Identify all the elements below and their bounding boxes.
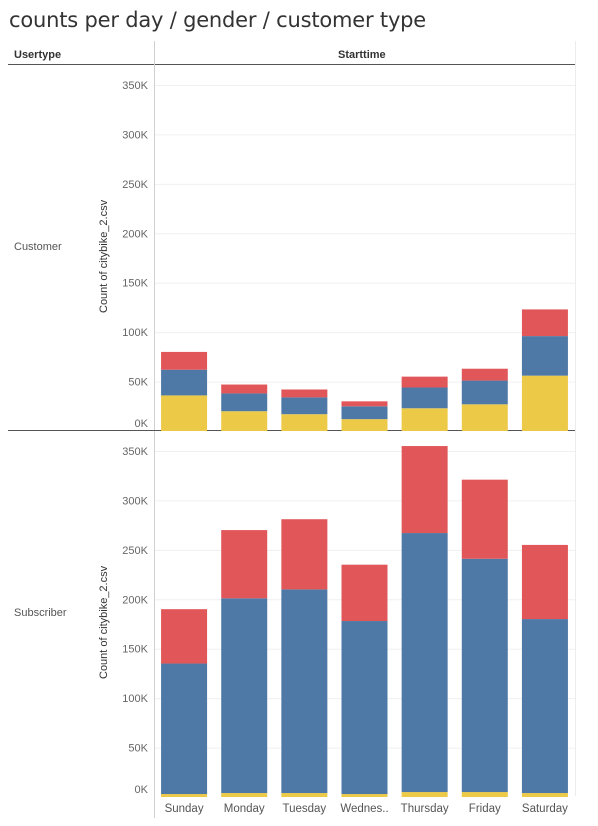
x-tick-label: Wednes.. [340,803,388,815]
bar-segment [401,533,448,793]
y-tick-label: 100K [122,693,148,705]
bar-segment [221,411,268,431]
bar-segment [521,793,568,797]
bar-segment [281,519,328,590]
bar-segment [341,401,388,407]
y-tick-label: 350K [122,80,148,92]
y-tick-label: 300K [122,495,148,507]
bar-segment [461,479,508,559]
y-tick-label: 50K [128,743,148,755]
bar-segment [161,794,208,797]
bar-segment [521,544,568,620]
bar-segment [281,397,328,415]
bar-segment [161,663,208,795]
bar-segment [521,309,568,337]
row-label-customer: Customer [14,241,62,253]
y-tick-label: 350K [122,446,148,458]
bar-segment [341,406,388,420]
bar-segment [281,414,328,431]
bar-segment [281,793,328,797]
bar-segment [221,530,268,599]
y-tick-label: 200K [122,594,148,606]
bar-segment [341,621,388,795]
chart-title: counts per day / gender / customer type [9,8,427,32]
bar-segment [161,395,208,431]
bar-segment [461,558,508,793]
bar-segment [341,564,388,622]
bar-segment [461,380,508,405]
bar-segment [221,384,268,394]
bar-segment [401,408,448,431]
bar-segment [341,794,388,797]
bar-segment [161,351,208,370]
y-tick-label: 150K [122,644,148,656]
row-header-usertype: Usertype [14,49,62,61]
x-tick-label: Sunday [165,803,204,815]
bar-segment [221,598,268,794]
row-label-subscriber: Subscriber [14,607,67,619]
y-tick-label: 250K [122,545,148,557]
bar-segment [221,393,268,412]
x-tick-label: Monday [224,803,265,815]
bar-segment [281,389,328,398]
y-tick-label: 250K [122,179,148,191]
bar-segment [461,792,508,797]
bar-segment [161,369,208,396]
bar-segment [401,446,448,534]
y-tick-label: 150K [122,278,148,290]
bar-segment [341,419,388,431]
bar-segment [461,368,508,381]
y-tick-label: 0K [135,418,149,430]
x-tick-label: Saturday [522,803,568,815]
x-tick-label: Thursday [401,803,449,815]
bar-segment [161,609,208,664]
bar-segment [461,404,508,431]
x-tick-label: Friday [469,803,501,815]
y-tick-label: 200K [122,228,148,240]
y-tick-label: 300K [122,129,148,141]
y-tick-label: 100K [122,327,148,339]
column-header-starttime: Starttime [338,49,386,61]
bar-segment [401,376,448,388]
bar-segment [221,793,268,797]
y-tick-label: 50K [128,377,148,389]
bar-segment [401,387,448,409]
y-tick-label: 0K [135,784,149,796]
bar-segment [521,375,568,431]
bar-segment [281,589,328,794]
bar-segment [521,336,568,376]
bar-segment [401,792,448,797]
bar-segment [521,619,568,794]
x-tick-label: Tuesday [283,803,327,815]
